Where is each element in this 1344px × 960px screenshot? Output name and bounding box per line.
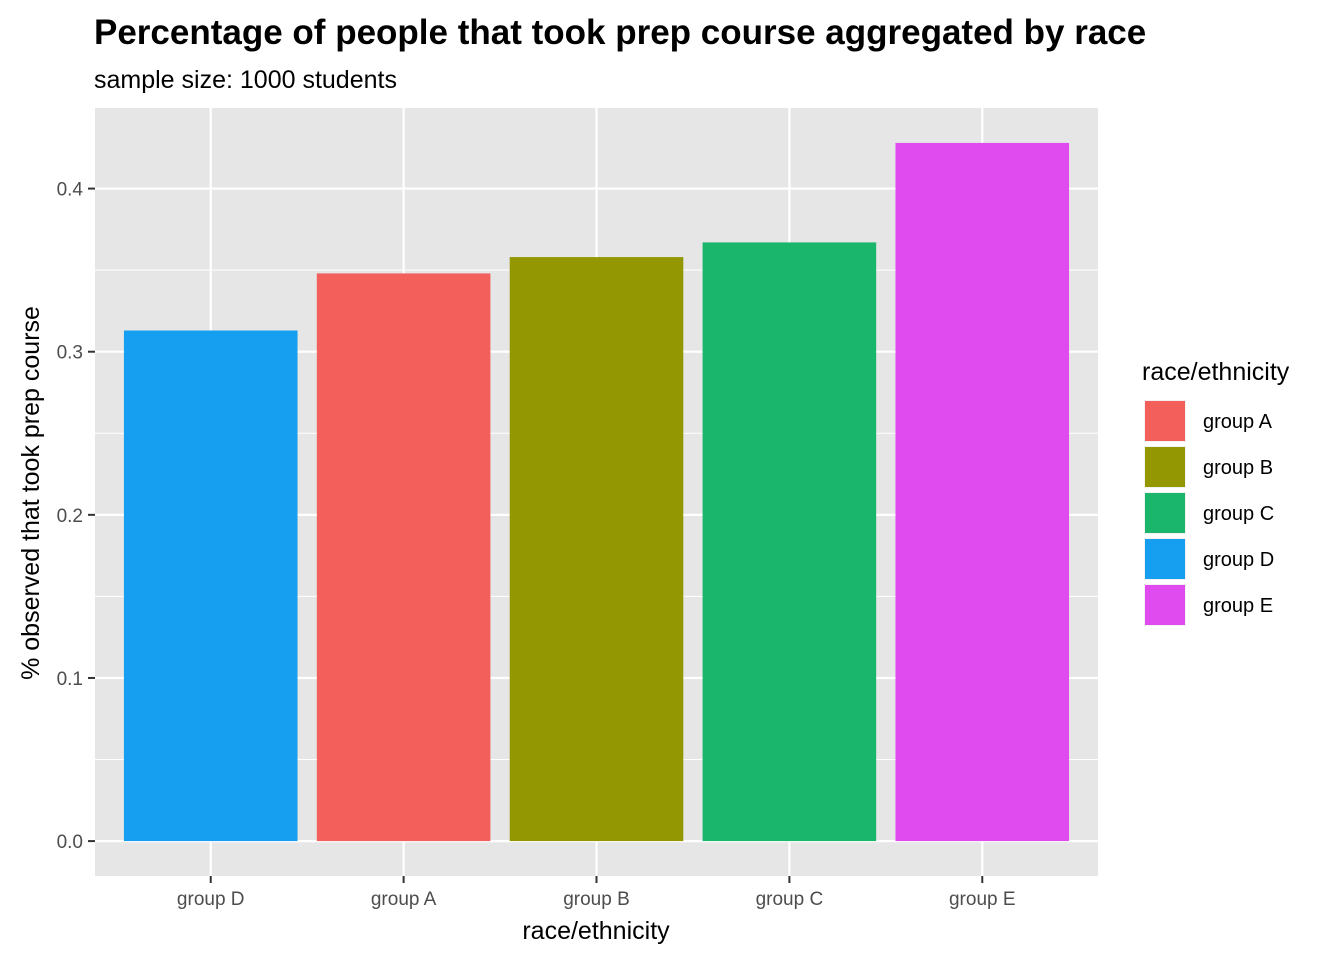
x-axis: group D group A group B group C group E [177,876,1016,910]
legend-swatch [1145,493,1185,533]
y-tick-label: 0.0 [57,832,83,853]
x-tick-label: group D [177,889,245,910]
y-tick-label: 0.4 [57,180,84,201]
x-tick-label: group E [949,889,1016,910]
bar-group-e [895,142,1070,842]
legend-label: group D [1203,549,1274,571]
legend-label: group A [1203,411,1273,433]
y-tick-label: 0.2 [57,506,83,527]
legend-title: race/ethnicity [1142,358,1290,386]
legend-swatch [1145,539,1185,579]
bar-group-c [702,242,877,842]
bar-group-b [509,257,684,842]
y-tick-label: 0.1 [57,669,83,690]
legend-swatch [1145,447,1185,487]
bar-group-a [316,273,491,842]
x-tick-label: group C [756,889,824,910]
legend-label: group C [1203,503,1274,525]
x-tick-label: group B [563,889,630,910]
legend-items: group A group B group C group D group E [1144,400,1274,626]
y-axis-title: % observed that took prep course [17,306,45,680]
legend-swatch [1145,585,1185,625]
y-axis: 0.0 0.1 0.2 0.3 0.4 [57,180,95,853]
bar-group-d [123,330,298,842]
y-tick-label: 0.3 [57,343,83,364]
chart-subtitle: sample size: 1000 students [94,66,397,94]
x-axis-title: race/ethnicity [522,917,670,945]
legend-label: group B [1203,457,1273,479]
x-tick-label: group A [371,889,437,910]
chart-title: Percentage of people that took prep cour… [94,13,1146,52]
legend-label: group E [1203,595,1273,617]
legend-swatch [1145,401,1185,441]
bars [123,142,1070,842]
